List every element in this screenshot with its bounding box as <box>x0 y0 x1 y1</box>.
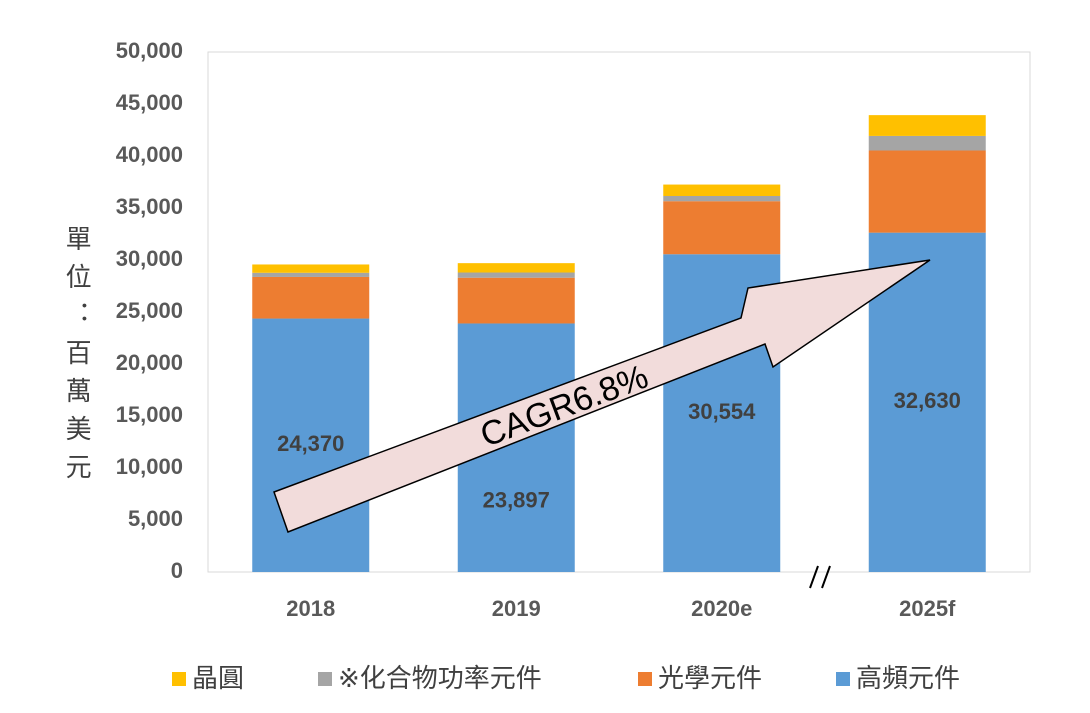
legend-swatch <box>318 672 332 686</box>
x-tick-label: 2025f <box>899 596 956 621</box>
bar-segment <box>868 135 986 151</box>
x-tick-label: 2019 <box>492 596 541 621</box>
bar-segment <box>868 115 986 136</box>
data-label: 30,554 <box>688 399 756 424</box>
y-tick-label: 10,000 <box>116 454 183 479</box>
y-axis-label: 單位：百萬美元 <box>62 225 92 491</box>
bar-segment <box>868 150 986 233</box>
legend-swatch <box>836 672 850 686</box>
x-tick-label: 2020e <box>691 596 752 621</box>
legend-label: 光學元件 <box>658 663 762 693</box>
y-tick-label: 40,000 <box>116 142 183 167</box>
x-tick-label: 2018 <box>286 596 335 621</box>
cagr-arrow <box>273 259 931 533</box>
y-tick-label: 20,000 <box>116 350 183 375</box>
bar-segment <box>663 195 781 202</box>
data-label: 32,630 <box>894 388 961 413</box>
legend-label: 晶圓 <box>192 663 244 693</box>
y-tick-label: 50,000 <box>116 38 183 63</box>
bar-segment <box>252 276 370 319</box>
bar-segment <box>457 272 575 278</box>
plot-area <box>207 51 1031 573</box>
data-label: 23,897 <box>483 488 550 513</box>
bar-segment <box>252 264 370 273</box>
legend-swatch <box>638 672 652 686</box>
axis-break <box>809 565 819 589</box>
y-tick-label: 25,000 <box>116 298 183 323</box>
bar-segment <box>663 201 781 255</box>
bar-segment <box>663 184 781 196</box>
data-label: 24,370 <box>277 431 344 456</box>
bar-segment <box>252 272 370 277</box>
legend-swatch <box>172 672 186 686</box>
axis-break <box>821 565 831 589</box>
bar-segment <box>457 263 575 273</box>
legend-label: 高頻元件 <box>856 663 960 693</box>
y-tick-label: 35,000 <box>116 194 183 219</box>
y-tick-label: 5,000 <box>128 506 183 531</box>
legend-label: ※化合物功率元件 <box>338 663 542 693</box>
y-tick-label: 45,000 <box>116 90 183 115</box>
bar-segment <box>252 318 370 572</box>
y-tick-label: 30,000 <box>116 246 183 271</box>
y-tick-label: 0 <box>171 558 183 583</box>
y-tick-label: 15,000 <box>116 402 183 427</box>
bar-segment <box>457 277 575 324</box>
